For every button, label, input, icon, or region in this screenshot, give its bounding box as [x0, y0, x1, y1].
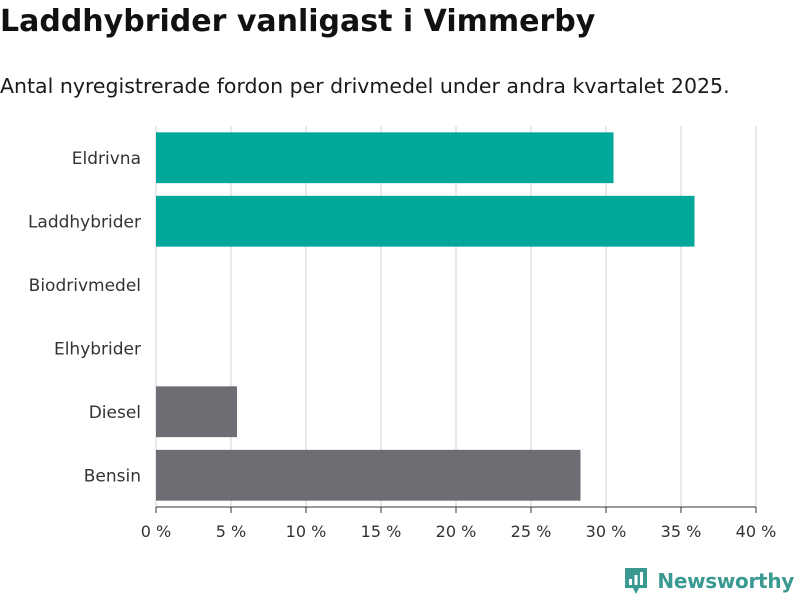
newsworthy-icon — [625, 568, 648, 594]
x-tick-label: 40 % — [736, 522, 777, 541]
bar-eldrivna — [156, 132, 614, 184]
x-tick-label: 10 % — [286, 522, 327, 541]
category-label: Elhybrider — [54, 339, 141, 359]
x-tick-label: 30 % — [586, 522, 627, 541]
x-tick-label: 15 % — [361, 522, 402, 541]
x-axis: 0 % 5 % 10 % 15 % 20 % 25 % 30 % 35 % 40 % — [141, 506, 777, 541]
newsworthy-logo: Newsworthy — [623, 566, 794, 596]
chart-title: Laddhybrider vanligast i Vimmerby — [0, 4, 596, 39]
category-label: Biodrivmedel — [29, 276, 141, 296]
x-tick-label: 5 % — [216, 522, 246, 541]
bar-bensin — [156, 449, 581, 501]
brand-name: Newsworthy — [657, 569, 794, 593]
category-label: Eldrivna — [72, 149, 141, 169]
bar-laddhybrider — [156, 195, 695, 247]
category-label: Laddhybrider — [28, 212, 141, 232]
category-labels: Eldrivna Laddhybrider Biodrivmedel Elhybrid… — [28, 149, 141, 487]
chart-subtitle: Antal nyregistrerade fordon per drivmede… — [0, 74, 730, 98]
bars — [156, 132, 695, 501]
x-tick-label: 25 % — [511, 522, 552, 541]
x-tick-label: 35 % — [661, 522, 702, 541]
bar-diesel — [156, 386, 237, 438]
category-label: Bensin — [84, 466, 141, 486]
x-tick-label: 20 % — [436, 522, 477, 541]
x-tick-label: 0 % — [141, 522, 171, 541]
grid-lines — [155, 126, 757, 507]
category-label: Diesel — [89, 403, 141, 423]
